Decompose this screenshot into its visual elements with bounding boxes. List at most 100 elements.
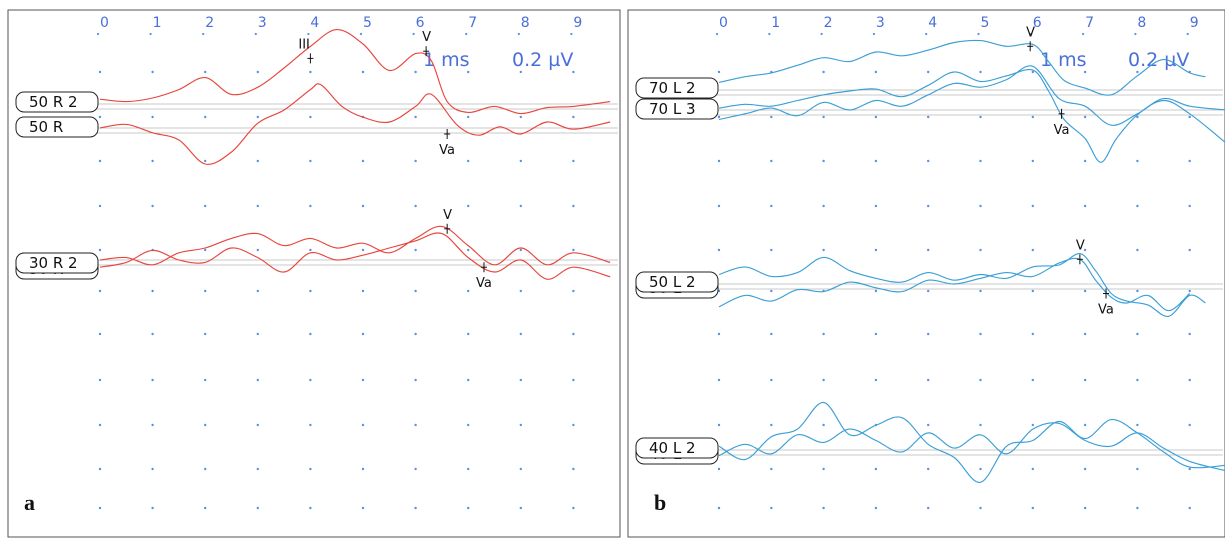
x-tick-label: 6 xyxy=(1033,15,1042,31)
x-tick-label: 0 xyxy=(719,15,728,31)
channel-label-box xyxy=(15,91,99,113)
grid-dot xyxy=(822,506,825,510)
grid-dot xyxy=(717,248,721,252)
grid-dot xyxy=(467,204,470,208)
grid-dot xyxy=(309,506,312,510)
grid-dot xyxy=(979,378,982,382)
grid-dot xyxy=(979,332,982,336)
grid-dot xyxy=(770,506,773,510)
grid-dot xyxy=(1083,115,1087,119)
grid-dot xyxy=(1136,115,1139,119)
channel-40-l-2: 40 L40 L 2 xyxy=(635,401,1225,483)
grid-dot xyxy=(361,332,365,336)
channel-50-r: Va 50 R xyxy=(15,83,618,165)
x-tick-label: 8 xyxy=(1137,15,1146,31)
grid-dot xyxy=(979,467,982,471)
grid-dot xyxy=(361,506,365,510)
grid-dot xyxy=(414,506,417,510)
grid-dot xyxy=(204,289,207,293)
grid-dot xyxy=(927,506,930,510)
grid-dot xyxy=(1083,332,1087,336)
x-tick-mark xyxy=(1029,32,1032,36)
grid-dot xyxy=(1136,506,1139,510)
scale-amplitude-label: 0.2 µV xyxy=(1128,49,1189,71)
grid-dot xyxy=(874,332,878,336)
grid-dot xyxy=(1136,378,1139,382)
channel-70-l-3: Va 70 L 3 xyxy=(635,65,1225,163)
grid-dot xyxy=(309,204,312,208)
grid-dot xyxy=(1083,289,1087,293)
grid-dot xyxy=(1031,423,1035,427)
x-tick-mark xyxy=(925,32,928,36)
peak-label: V xyxy=(1026,25,1035,40)
grid-dot xyxy=(361,248,365,252)
grid-dot xyxy=(822,159,825,163)
grid-dot xyxy=(414,423,417,427)
grid-dot xyxy=(361,423,365,427)
grid-dot xyxy=(519,204,522,208)
grid-dot xyxy=(979,506,982,510)
grid-dot xyxy=(874,70,878,74)
grid-dot xyxy=(979,70,982,74)
x-tick-label: 3 xyxy=(876,15,885,31)
grid-dot xyxy=(1031,204,1035,208)
x-tick-label: 4 xyxy=(310,15,319,31)
grid-dot xyxy=(874,506,878,510)
grid-dot xyxy=(467,332,470,336)
panel-frame xyxy=(7,9,621,538)
grid-dot xyxy=(572,332,575,336)
grid-dot xyxy=(151,159,154,163)
grid-dot xyxy=(572,506,575,510)
grid-dot xyxy=(1083,248,1087,252)
panel-letter: b xyxy=(654,490,666,515)
waveform-trace xyxy=(718,39,1206,96)
grid-dot xyxy=(256,115,259,119)
grid-dot xyxy=(1188,115,1191,119)
grid-dot xyxy=(1136,248,1139,252)
grid-dot xyxy=(927,467,930,471)
grid-dot xyxy=(572,378,575,382)
waveform-trace xyxy=(718,401,1225,483)
waveform-trace xyxy=(99,232,611,280)
grid-dot xyxy=(519,423,522,427)
grid-dot xyxy=(256,248,259,252)
grid-dot xyxy=(151,115,154,119)
grid-dot xyxy=(1136,467,1139,471)
grid-dot xyxy=(309,467,312,471)
grid-dot xyxy=(98,204,102,208)
grid-dot xyxy=(1188,332,1191,336)
grid-dot xyxy=(822,70,825,74)
panel-letter: a xyxy=(24,490,35,515)
grid-dot xyxy=(1188,423,1191,427)
channel-label: 70 L 3 xyxy=(649,100,696,118)
grid-dot xyxy=(98,70,102,74)
grid-dot xyxy=(770,467,773,471)
grid-dot xyxy=(204,204,207,208)
grid-dot xyxy=(1031,115,1035,119)
grid-dot xyxy=(717,506,721,510)
grid-dot xyxy=(1083,159,1087,163)
x-tick-mark xyxy=(1134,32,1137,36)
x-tick-mark xyxy=(412,32,415,36)
x-tick-mark xyxy=(768,32,771,36)
grid-dot xyxy=(519,159,522,163)
grid-dot xyxy=(572,467,575,471)
grid-dot xyxy=(1136,204,1139,208)
grid-dot xyxy=(151,378,154,382)
grid-dot xyxy=(1136,332,1139,336)
channel-label-box xyxy=(635,437,719,459)
x-tick-mark xyxy=(977,32,980,36)
grid-dot xyxy=(927,423,930,427)
grid-dot xyxy=(361,204,365,208)
grid-dot xyxy=(414,115,417,119)
grid-dot xyxy=(151,332,154,336)
grid-dot xyxy=(256,159,259,163)
grid-dot xyxy=(361,159,365,163)
grid-dot xyxy=(98,423,102,427)
grid-dot xyxy=(98,289,102,293)
x-tick-label: 6 xyxy=(416,15,425,31)
waveform-trace xyxy=(99,83,611,165)
channel-70-l-2: V 70 L 2 xyxy=(635,25,1223,99)
